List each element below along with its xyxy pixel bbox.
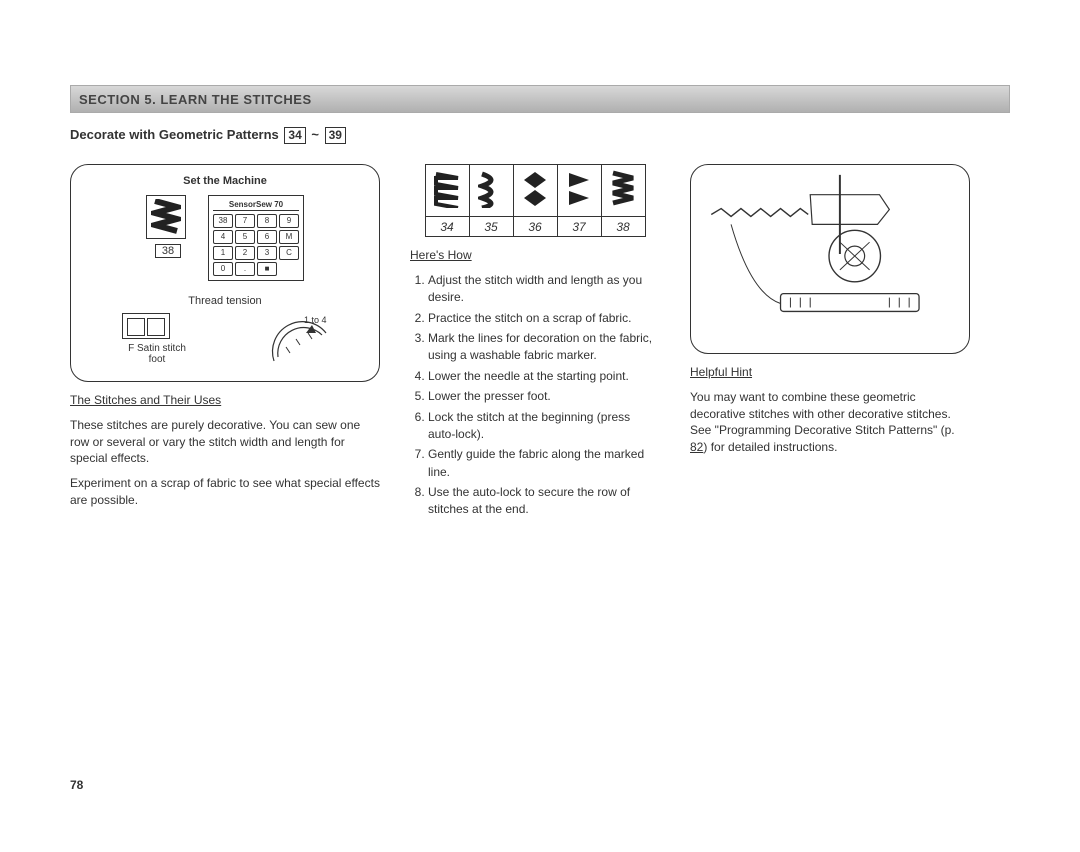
keypad-key: . xyxy=(235,262,255,276)
section-banner: SECTION 5. LEARN THE STITCHES xyxy=(70,85,1010,113)
middle-column: 3435363738 Here's How Adjust the stitch … xyxy=(410,164,660,522)
machine-panel-title: Set the Machine xyxy=(85,175,365,187)
foot-label: F Satin stitch foot xyxy=(122,343,192,365)
how-step: Lock the stitch at the beginning (press … xyxy=(428,409,660,444)
keypad-key: 7 xyxy=(235,214,255,228)
tension-range-text: 1 to 4 xyxy=(304,315,327,325)
stitch-num-cell: 38 xyxy=(601,217,645,237)
hint-page-ref: 82 xyxy=(690,440,703,454)
tension-dial-icon: 1 to 4 xyxy=(266,315,328,363)
stitch-icon-35 xyxy=(469,165,513,217)
zigzag-icon xyxy=(146,195,186,239)
keypad-key: 38 xyxy=(213,214,233,228)
how-step: Lower the presser foot. xyxy=(428,388,660,405)
keypad: SensorSew 70 38789 456M 123C 0.■ xyxy=(208,195,304,281)
keypad-grid: 38789 456M 123C 0.■ xyxy=(213,214,299,276)
range-from: 34 xyxy=(284,127,305,144)
stitch-num-cell: 36 xyxy=(513,217,557,237)
keypad-key: 2 xyxy=(235,246,255,260)
helpful-hint-heading: Helpful Hint xyxy=(690,365,752,379)
stitch-icon-34 xyxy=(425,165,469,217)
hint-p1b: ) for detailed instructions. xyxy=(703,440,837,454)
stitch-icon-38 xyxy=(601,165,645,217)
how-step: Use the auto-lock to secure the row of s… xyxy=(428,484,660,519)
machine-row: 38 SensorSew 70 38789456M123C0.■ xyxy=(85,195,365,281)
left-p1: These stitches are purely decorative. Yo… xyxy=(70,417,380,467)
keypad-key: 1 xyxy=(213,246,233,260)
tension-row: F Satin stitch foot 1 to 4 xyxy=(85,313,365,365)
range-to: 39 xyxy=(325,127,346,144)
how-steps-list: Adjust the stitch width and length as yo… xyxy=(410,272,660,519)
keypad-key: M xyxy=(279,230,299,244)
how-step: Mark the lines for decoration on the fab… xyxy=(428,330,660,365)
sewing-illustration xyxy=(690,164,970,354)
left-column: Set the Machine 38 SensorSew 70 38789456… xyxy=(70,164,380,522)
range-tilde: ~ xyxy=(311,127,319,142)
keypad-key: 3 xyxy=(257,246,277,260)
stitch-icon-37 xyxy=(557,165,601,217)
subtitle-text: Decorate with Geometric Patterns xyxy=(70,127,282,142)
how-step: Gently guide the fabric along the marked… xyxy=(428,446,660,481)
keypad-key: 4 xyxy=(213,230,233,244)
main-columns: Set the Machine 38 SensorSew 70 38789456… xyxy=(70,164,1010,522)
page-subtitle: Decorate with Geometric Patterns 34 ~ 39 xyxy=(70,127,1010,144)
right-column: Helpful Hint You may want to combine the… xyxy=(690,164,970,522)
how-step: Lower the needle at the starting point. xyxy=(428,368,660,385)
stitch-num-cell: 34 xyxy=(425,217,469,237)
heres-how-heading: Here's How xyxy=(410,248,472,262)
keypad-key: 6 xyxy=(257,230,277,244)
stitch-examples-table: 3435363738 xyxy=(425,164,646,237)
keypad-label: SensorSew 70 xyxy=(213,200,299,211)
how-step: Adjust the stitch width and length as yo… xyxy=(428,272,660,307)
hint-paragraph: You may want to combine these geometric … xyxy=(690,389,970,456)
keypad-key: ■ xyxy=(257,262,277,276)
left-p2: Experiment on a scrap of fabric to see w… xyxy=(70,475,380,509)
how-step: Practice the stitch on a scrap of fabric… xyxy=(428,310,660,327)
tension-label: Thread tension xyxy=(85,295,365,307)
keypad-key: 8 xyxy=(257,214,277,228)
tension-area: Thread tension F Satin stitch foot 1 to … xyxy=(85,295,365,365)
stitch-num-cell: 37 xyxy=(557,217,601,237)
stitch-num-cell: 35 xyxy=(469,217,513,237)
page-number: 78 xyxy=(70,778,83,792)
stitch-icon-36 xyxy=(513,165,557,217)
hint-p1a: You may want to combine these geometric … xyxy=(690,390,955,438)
machine-panel: Set the Machine 38 SensorSew 70 38789456… xyxy=(70,164,380,382)
keypad-key: 5 xyxy=(235,230,255,244)
keypad-key: C xyxy=(279,246,299,260)
keypad-key: 9 xyxy=(279,214,299,228)
foot-icon xyxy=(122,313,170,339)
selected-stitch: 38 xyxy=(146,195,190,258)
selected-stitch-num: 38 xyxy=(155,244,181,258)
stitches-uses-heading: The Stitches and Their Uses xyxy=(70,393,221,407)
keypad-key: 0 xyxy=(213,262,233,276)
